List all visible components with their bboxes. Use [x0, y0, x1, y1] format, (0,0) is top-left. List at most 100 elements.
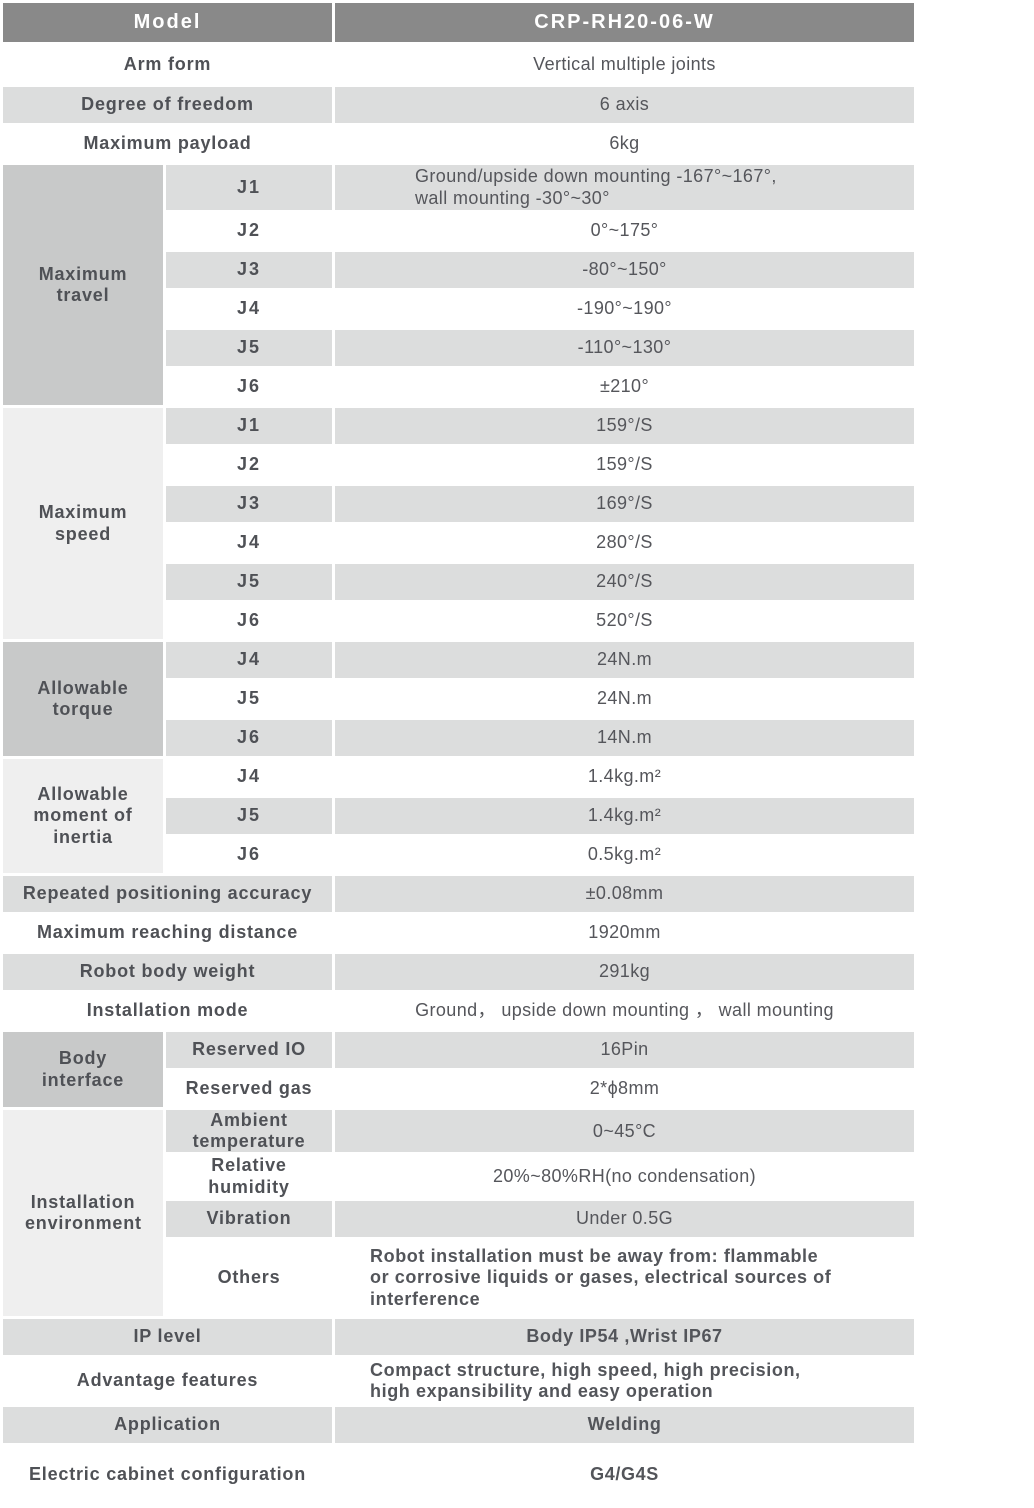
group-maximum-travel: Maximum travel	[3, 165, 163, 405]
travel-j2-value: 0°~175°	[335, 213, 914, 249]
relative-humidity-value: 20%~80%RH(no condensation)	[335, 1155, 914, 1198]
table-row: J3 169°/S	[3, 486, 914, 522]
reserved-gas-value: 2*ϕ8mm	[335, 1071, 914, 1107]
repeated-positioning-accuracy-label: Repeated positioning accuracy	[3, 876, 332, 912]
table-row: Installation mode Ground， upside down mo…	[3, 993, 914, 1029]
travel-j1-label: J1	[166, 165, 332, 210]
torque-j4-value: 24N.m	[335, 642, 914, 678]
degree-of-freedom-label: Degree of freedom	[3, 87, 332, 123]
inertia-j4-value: 1.4kg.m²	[335, 759, 914, 795]
maximum-reaching-distance-value: 1920mm	[335, 915, 914, 951]
reserved-io-label: Reserved IO	[166, 1032, 332, 1068]
travel-j6-label: J6	[166, 369, 332, 405]
torque-j6-value: 14N.m	[335, 720, 914, 756]
torque-j4-label: J4	[166, 642, 332, 678]
maximum-payload-label: Maximum payload	[3, 126, 332, 162]
inertia-j5-label: J5	[166, 798, 332, 834]
maximum-payload-value: 6kg	[335, 126, 914, 162]
table-row: J5 24N.m	[3, 681, 914, 717]
table-row: Maximum travel J1 Ground/upside down mou…	[3, 165, 914, 405]
table-row: J4 280°/S	[3, 525, 914, 561]
model-header-value: CRP-RH20-06-W	[335, 3, 914, 42]
travel-j6-value: ±210°	[335, 369, 914, 405]
speed-j6-value: 520°/S	[335, 603, 914, 639]
table-row: Installation environment Ambient tempera…	[3, 1110, 914, 1316]
speed-j4-value: 280°/S	[335, 525, 914, 561]
table-row: Allowable moment of inertia J4 1.4kg.m²	[3, 759, 914, 873]
table-row: Advantage features Compact structure, hi…	[3, 1357, 914, 1404]
application-value: Welding	[335, 1406, 914, 1443]
speed-j6-label: J6	[166, 603, 332, 639]
speed-j3-value: 169°/S	[335, 486, 914, 522]
table-row: J2 159°/S	[3, 447, 914, 483]
ambient-temperature-label: Ambient temperature	[166, 1110, 332, 1153]
reserved-gas-label: Reserved gas	[166, 1071, 332, 1107]
arm-form-label: Arm form	[3, 45, 332, 84]
table-row: Robot body weight 291kg	[3, 954, 914, 990]
model-header-label: Model	[3, 3, 332, 42]
group-allowable-torque: Allowable torque	[3, 642, 163, 756]
table-row: Maximum speed J1 159°/S	[3, 408, 914, 639]
advantage-features-label: Advantage features	[3, 1357, 332, 1404]
travel-j1-line1: Ground/upside down mounting -167°~167°,	[415, 166, 777, 187]
travel-j1-value: Ground/upside down mounting -167°~167°, …	[335, 165, 914, 210]
others-line1: Robot installation must be away from: fl…	[370, 1246, 819, 1267]
table-row: J2 0°~175°	[3, 213, 914, 249]
travel-j4-label: J4	[166, 291, 332, 327]
inertia-j5-value: 1.4kg.m²	[335, 798, 914, 834]
table-row: Reserved gas 2*ϕ8mm	[3, 1071, 914, 1107]
electric-cabinet-configuration-value: G4/G4S	[335, 1445, 914, 1504]
electric-cabinet-configuration-label: Electric cabinet configuration	[3, 1445, 332, 1504]
travel-j5-value: -110°~130°	[335, 330, 914, 366]
table-row: Arm form Vertical multiple joints	[3, 45, 914, 84]
installation-mode-label: Installation mode	[3, 993, 332, 1029]
table-row: Others Robot installation must be away f…	[3, 1239, 914, 1316]
advantage-line2: high expansibility and easy operation	[370, 1380, 714, 1401]
table-row: Model CRP-RH20-06-W	[3, 3, 914, 42]
speed-j2-label: J2	[166, 447, 332, 483]
others-value: Robot installation must be away from: fl…	[335, 1239, 914, 1316]
group-body-interface: Body interface	[3, 1032, 163, 1107]
table-row: J6 ±210°	[3, 369, 914, 405]
table-row: Vibration Under 0.5G	[3, 1200, 914, 1237]
group-allowable-moment-of-inertia: Allowable moment of inertia	[3, 759, 163, 873]
torque-j5-label: J5	[166, 681, 332, 717]
speed-j3-label: J3	[166, 486, 332, 522]
arm-form-value: Vertical multiple joints	[335, 45, 914, 84]
vibration-label: Vibration	[166, 1200, 332, 1237]
ip-level-value: Body IP54 ,Wrist IP67	[335, 1318, 914, 1355]
maximum-reaching-distance-label: Maximum reaching distance	[3, 915, 332, 951]
inertia-j6-value: 0.5kg.m²	[335, 837, 914, 873]
speed-j1-value: 159°/S	[335, 408, 914, 444]
table-row: J5 1.4kg.m²	[3, 798, 914, 834]
table-row: J6 520°/S	[3, 603, 914, 639]
table-row: J5 -110°~130°	[3, 330, 914, 366]
torque-j6-label: J6	[166, 720, 332, 756]
table-row: J6 14N.m	[3, 720, 914, 756]
travel-j4-value: -190°~190°	[335, 291, 914, 327]
travel-j1-line2: wall mounting -30°~30°	[415, 187, 610, 208]
torque-j5-value: 24N.m	[335, 681, 914, 717]
travel-j5-label: J5	[166, 330, 332, 366]
advantage-line1: Compact structure, high speed, high prec…	[370, 1359, 801, 1380]
application-label: Application	[3, 1406, 332, 1443]
travel-j3-label: J3	[166, 252, 332, 288]
ip-level-label: IP level	[3, 1318, 332, 1355]
vibration-value: Under 0.5G	[335, 1200, 914, 1237]
ambient-temperature-value: 0~45°C	[335, 1110, 914, 1153]
group-installation-environment: Installation environment	[3, 1110, 163, 1316]
table-row: Repeated positioning accuracy ±0.08mm	[3, 876, 914, 912]
table-row: Application Welding	[3, 1406, 914, 1443]
speed-j1-label: J1	[166, 408, 332, 444]
others-label: Others	[166, 1239, 332, 1316]
table-row: Electric cabinet configuration G4/G4S	[3, 1445, 914, 1504]
speed-j5-value: 240°/S	[335, 564, 914, 600]
installation-mode-value: Ground， upside down mounting ， wall moun…	[335, 993, 914, 1029]
inertia-j4-label: J4	[166, 759, 332, 795]
repeated-positioning-accuracy-value: ±0.08mm	[335, 876, 914, 912]
table-row: Degree of freedom 6 axis	[3, 87, 914, 123]
degree-of-freedom-value: 6 axis	[335, 87, 914, 123]
others-line2: or corrosive liquids or gases, electrica…	[370, 1267, 832, 1288]
table-row: Maximum reaching distance 1920mm	[3, 915, 914, 951]
